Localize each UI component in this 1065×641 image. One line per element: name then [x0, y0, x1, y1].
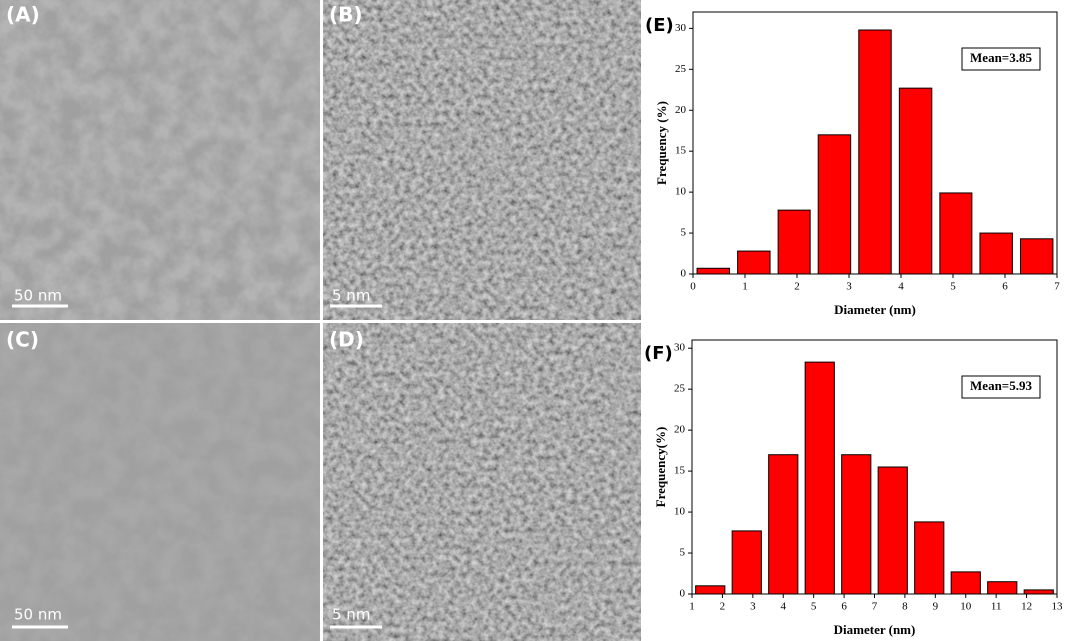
- bar: [817, 134, 852, 275]
- y-tick-label: 30: [674, 342, 686, 354]
- bar: [1023, 589, 1054, 595]
- x-tick-label: 7: [1054, 281, 1060, 293]
- tem-texture: [0, 0, 320, 320]
- y-axis-label: Frequency (%): [654, 101, 669, 185]
- bar: [877, 466, 908, 595]
- tem-texture: [323, 0, 641, 320]
- image-panels: (A) (B) (C) (D) 50 nm 5 nm 50 nm 5 nm: [0, 0, 641, 641]
- bar: [695, 585, 726, 595]
- scale-bar-label: 50 nm: [14, 287, 62, 305]
- bar: [731, 530, 762, 595]
- x-tick-label: 7: [872, 601, 878, 613]
- bar: [898, 87, 933, 275]
- bar: [804, 361, 835, 595]
- y-tick-label: 5: [681, 227, 687, 239]
- y-tick-label: 0: [681, 268, 687, 280]
- x-tick-label: 1: [689, 601, 695, 613]
- y-tick-label: 0: [680, 588, 686, 600]
- panel-label: (C): [6, 328, 39, 352]
- x-tick-label: 6: [841, 601, 847, 613]
- y-tick-label: 25: [674, 383, 686, 395]
- x-tick-label: 4: [898, 281, 904, 293]
- x-axis-label: Diameter (nm): [834, 622, 916, 637]
- y-tick-label: 10: [675, 186, 687, 198]
- scale-bar-label: 5 nm: [332, 606, 370, 624]
- y-tick-label: 20: [675, 104, 687, 116]
- x-tick-label: 5: [950, 281, 956, 293]
- scale-bar-label: 50 nm: [14, 606, 62, 624]
- bar: [939, 192, 973, 275]
- bar: [914, 521, 945, 595]
- x-tick-label: 6: [1002, 281, 1008, 293]
- bar: [777, 209, 811, 275]
- bar: [737, 250, 771, 275]
- x-tick-label: 5: [811, 601, 817, 613]
- x-tick-label: 10: [960, 601, 972, 613]
- bar: [979, 232, 1013, 275]
- panel-label: (F): [644, 343, 673, 364]
- plot-frame: [692, 11, 1058, 275]
- tem-texture: [323, 323, 641, 641]
- y-tick-label: 15: [675, 145, 687, 157]
- x-tick-label: 13: [1052, 601, 1064, 613]
- x-tick-label: 8: [902, 601, 908, 613]
- bar: [841, 454, 872, 595]
- y-tick-label: 5: [680, 547, 686, 559]
- x-tick-label: 3: [750, 601, 756, 613]
- x-tick-label: 2: [794, 281, 800, 293]
- panel-label: (D): [329, 328, 364, 352]
- x-tick-label: 2: [720, 601, 726, 613]
- scale-bar-label: 5 nm: [332, 287, 370, 305]
- x-tick-label: 9: [933, 601, 939, 613]
- y-tick-label: 25: [675, 63, 687, 75]
- x-tick-label: 12: [1021, 601, 1032, 613]
- bar: [858, 29, 892, 275]
- bar: [1019, 238, 1054, 275]
- bar: [768, 454, 799, 595]
- panel-label: (E): [645, 15, 674, 36]
- x-tick-label: 11: [991, 601, 1002, 613]
- annotation-box: [961, 375, 1041, 399]
- panel-label: (B): [329, 3, 363, 27]
- y-tick-label: 20: [674, 424, 686, 436]
- y-axis-label: Frequency(%): [653, 427, 668, 508]
- x-tick-label: 1: [742, 281, 748, 293]
- y-tick-label: 15: [674, 465, 686, 477]
- annotation: Mean=3.85: [970, 50, 1032, 65]
- bar: [987, 581, 1018, 595]
- bar: [950, 571, 981, 595]
- tem-texture: [0, 323, 320, 641]
- annotation-box: [961, 47, 1041, 71]
- x-tick-label: 0: [690, 281, 696, 293]
- bar: [696, 267, 731, 275]
- y-tick-label: 30: [675, 22, 687, 34]
- annotation: Mean=5.93: [970, 378, 1032, 393]
- x-tick-label: 4: [781, 601, 787, 613]
- panel-label: (A): [6, 3, 40, 27]
- x-axis-label: Diameter (nm): [834, 302, 916, 317]
- x-tick-label: 3: [846, 281, 852, 293]
- y-tick-label: 10: [674, 506, 686, 518]
